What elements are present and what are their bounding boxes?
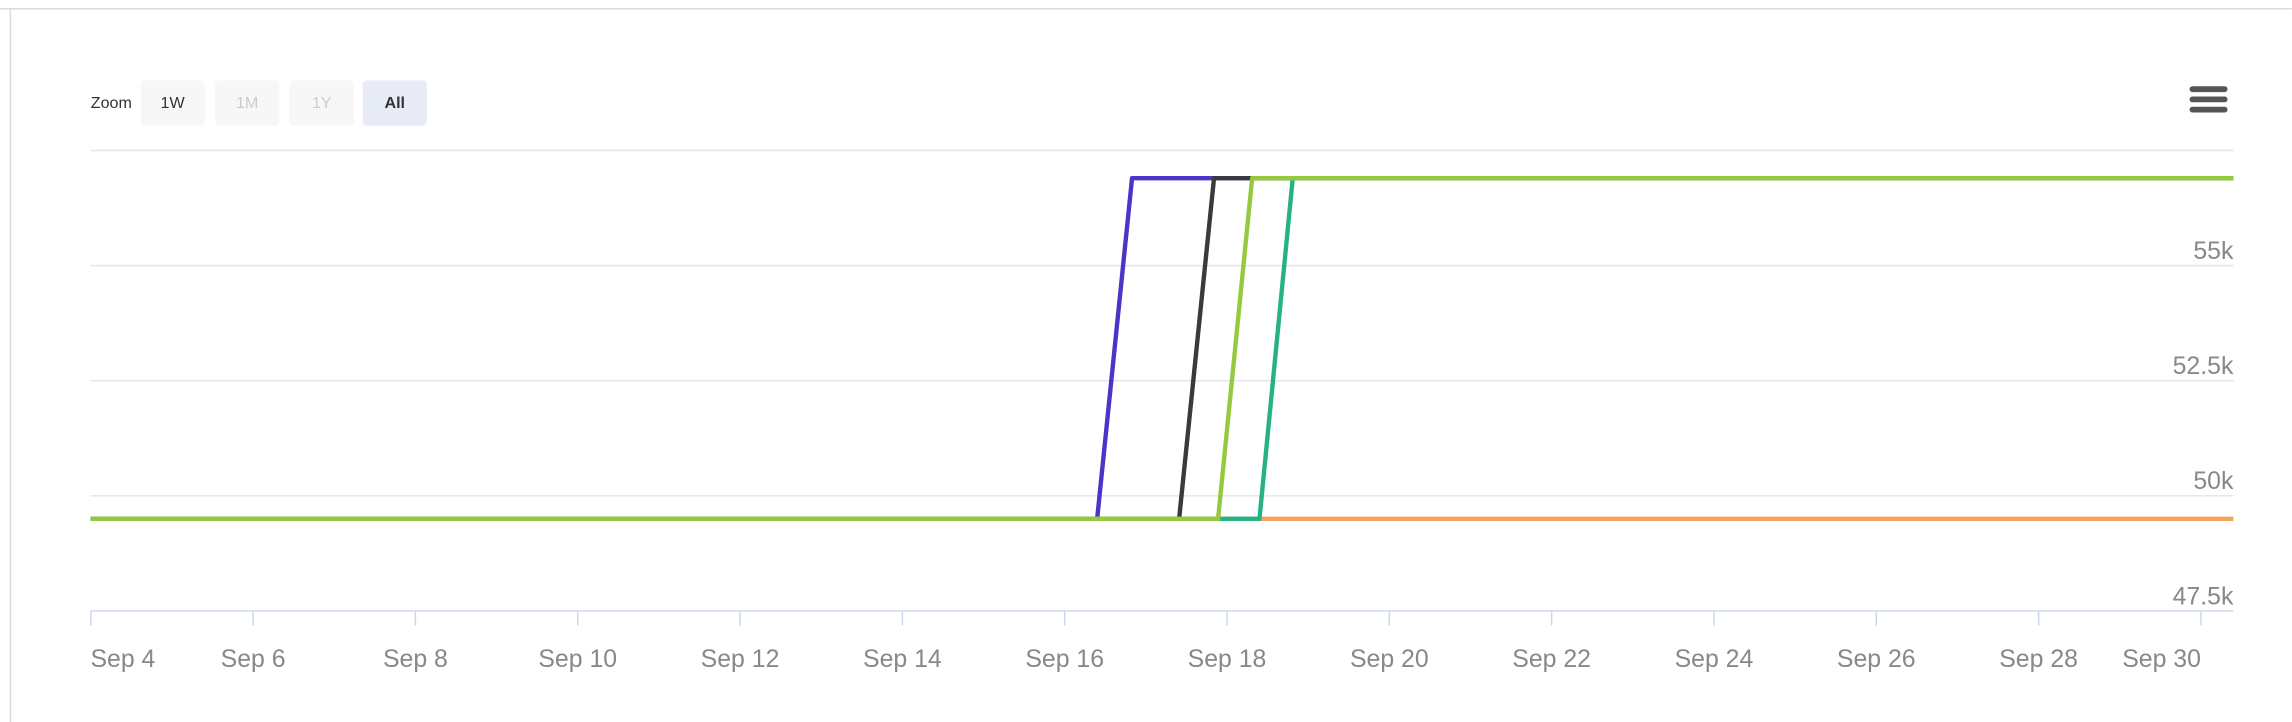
- zoom-button-bg: [215, 80, 280, 126]
- zoom-button[interactable]: 1M: [215, 80, 280, 126]
- zoom-button-bg: [140, 80, 205, 126]
- menu-bar: [2189, 86, 2228, 93]
- x-tick-label: Sep 30: [2122, 646, 2201, 673]
- x-tick-label: Sep 16: [1025, 646, 1104, 673]
- x-tick-label: Sep 24: [1675, 646, 1754, 673]
- y-tick-label: 55k: [2193, 238, 2234, 265]
- zoom-button-bg: [362, 80, 427, 126]
- menu-bar: [2189, 106, 2228, 113]
- y-tick-label: 47.5k: [2173, 583, 2234, 610]
- x-tick-label: Sep 28: [1999, 646, 2078, 673]
- x-tick-label: Sep 12: [701, 646, 780, 673]
- zoom-button-label: All: [385, 94, 406, 112]
- x-tick-label: Sep 8: [383, 646, 448, 673]
- y-tick-label: 52.5k: [2173, 353, 2234, 380]
- zoom-button[interactable]: All: [362, 80, 427, 126]
- x-tick-label: Sep 18: [1188, 646, 1267, 673]
- x-tick-label: Sep 26: [1837, 646, 1916, 673]
- zoom-label: Zoom: [91, 94, 132, 112]
- zoom-button-label: 1W: [161, 94, 186, 112]
- zoom-button-label: 1M: [236, 94, 258, 112]
- menu-bar: [2189, 96, 2228, 103]
- x-tick-label: Sep 10: [538, 646, 617, 673]
- zoom-button[interactable]: 1W: [140, 80, 205, 126]
- zoom-button[interactable]: 1Y: [289, 80, 354, 126]
- x-tick-label: Sep 20: [1350, 646, 1429, 673]
- x-tick-label: Sep 22: [1512, 646, 1591, 673]
- x-tick-label: Sep 4: [90, 646, 155, 673]
- series-line: [90, 175, 2234, 522]
- zoom-button-label: 1Y: [312, 94, 332, 112]
- x-tick-label: Sep 6: [221, 646, 286, 673]
- series-line: [90, 175, 2234, 522]
- menu-icon[interactable]: [2189, 86, 2228, 113]
- x-tick-label: Sep 14: [863, 646, 942, 673]
- series-line: [90, 175, 2234, 522]
- zoom-button-bg: [289, 80, 354, 126]
- series-line: [90, 175, 2234, 522]
- y-tick-label: 50k: [2193, 468, 2234, 495]
